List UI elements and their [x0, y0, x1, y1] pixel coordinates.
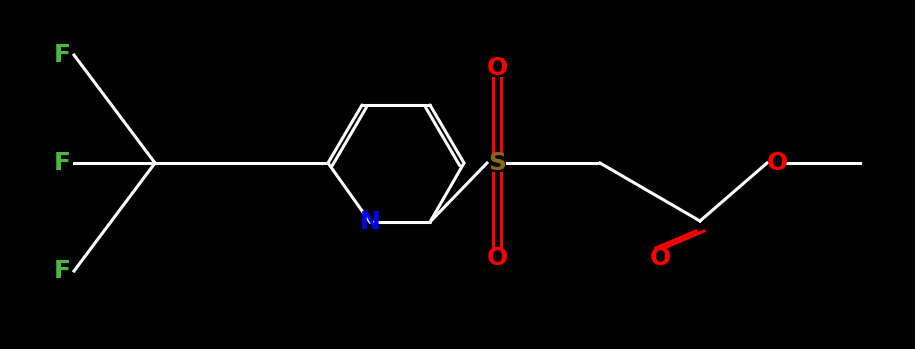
Text: N: N	[360, 210, 381, 234]
Text: O: O	[487, 246, 508, 270]
Text: O: O	[650, 246, 671, 270]
Text: F: F	[53, 43, 70, 67]
Text: S: S	[488, 151, 506, 175]
Text: O: O	[767, 151, 788, 175]
Text: F: F	[53, 259, 70, 283]
Text: O: O	[487, 56, 508, 80]
Text: F: F	[53, 151, 70, 175]
